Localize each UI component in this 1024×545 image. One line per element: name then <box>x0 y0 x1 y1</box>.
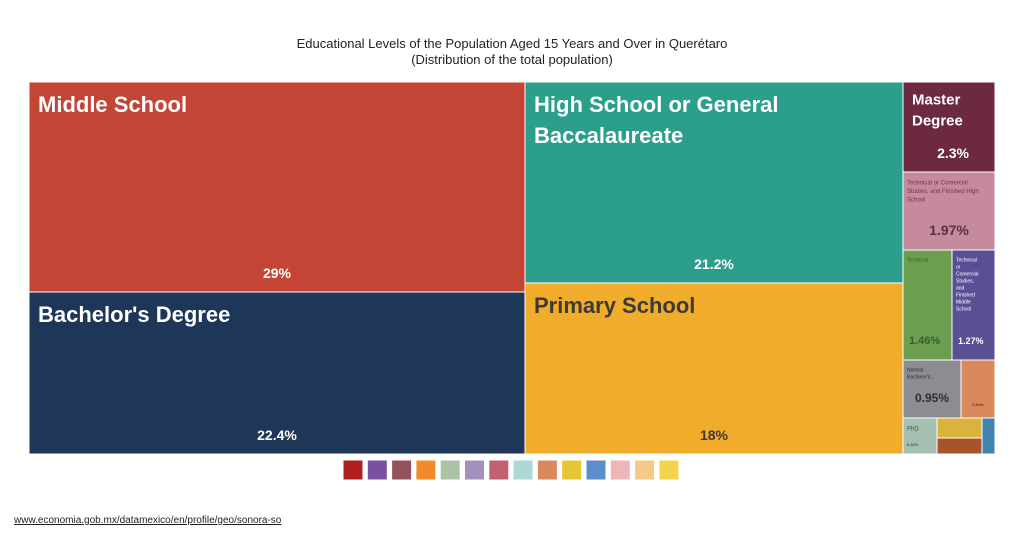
treemap-rect[interactable] <box>902 417 938 455</box>
legend-swatch[interactable] <box>561 459 583 481</box>
treemap-rect[interactable] <box>902 359 962 419</box>
treemap-cell[interactable]: Normal Bachelor's... 0.95% <box>902 359 962 419</box>
legend-swatch[interactable] <box>634 459 656 481</box>
treemap-label: Master Degree <box>912 92 963 130</box>
treemap-label: High School or General Baccalaureate <box>534 92 778 148</box>
legend-swatch[interactable] <box>658 459 680 481</box>
legend-swatch[interactable] <box>391 459 413 481</box>
legend-swatch[interactable] <box>366 459 388 481</box>
treemap-value: 22.4% <box>257 427 297 443</box>
treemap-value: 1.27% <box>958 336 984 346</box>
treemap-cell[interactable]: PhD 0.34% <box>902 417 938 455</box>
treemap-cell[interactable]: Bachelor's Degree 22.4% <box>28 291 526 455</box>
treemap-label: Bachelor's Degree <box>38 302 230 327</box>
treemap-rect[interactable] <box>902 249 953 361</box>
legend-swatch[interactable] <box>439 459 461 481</box>
legend-swatch[interactable] <box>609 459 631 481</box>
chart-subtitle: (Distribution of the total population) <box>411 52 613 67</box>
treemap-value: 0.95% <box>915 391 949 405</box>
treemap-label: Technical or Comercial Studies, and Finis… <box>907 181 979 204</box>
treemap-label: Primary School <box>534 293 695 318</box>
treemap-value: 1.46% <box>909 335 940 347</box>
legend-swatch[interactable] <box>536 459 558 481</box>
treemap-label: Technical <box>907 258 928 264</box>
legend-swatch[interactable] <box>512 459 534 481</box>
treemap-value: 0.5x% <box>972 402 984 407</box>
legend-swatch[interactable] <box>585 459 607 481</box>
treemap-value: 21.2% <box>694 256 734 272</box>
treemap-rect[interactable] <box>951 249 996 361</box>
treemap-label: Normal Bachelor's... <box>907 368 934 381</box>
treemap-rect[interactable] <box>981 417 996 455</box>
treemap-cell[interactable] <box>936 437 983 455</box>
treemap-value: 29% <box>263 265 292 281</box>
treemap-rect[interactable] <box>936 417 983 439</box>
legend-swatch[interactable] <box>415 459 437 481</box>
treemap-rect[interactable] <box>524 282 904 455</box>
treemap-label: Technical or Comercial Studies, and Finished M… <box>956 258 979 313</box>
treemap-cell[interactable] <box>936 417 983 439</box>
treemap-cell[interactable]: Technical or Comercial Studies, and Finished M… <box>951 249 996 361</box>
treemap-value: 18% <box>700 427 729 443</box>
treemap-label: PhD <box>907 427 919 433</box>
treemap-rect[interactable] <box>936 437 983 455</box>
treemap-cell[interactable]: 0.5x% <box>960 359 996 419</box>
treemap-cell[interactable]: Master Degree 2.3% <box>902 81 996 173</box>
treemap-cell[interactable]: Primary School 18% <box>524 282 904 455</box>
treemap-cell[interactable]: Technical 1.46% <box>902 249 953 361</box>
treemap-rect[interactable] <box>960 359 996 419</box>
treemap-label: Middle School <box>38 92 187 117</box>
treemap-cell[interactable] <box>981 417 996 455</box>
treemap-value: 0.34% <box>907 442 919 447</box>
treemap-value: 2.3% <box>937 145 969 161</box>
source-link[interactable]: www.economia.gob.mx/datamexico/en/profil… <box>14 515 282 526</box>
treemap-cell[interactable]: Middle School 29% <box>28 81 526 293</box>
treemap-cell[interactable]: Technical or Comercial Studies, and Finis… <box>902 171 996 251</box>
treemap-rect[interactable] <box>902 171 996 251</box>
treemap-rect[interactable] <box>902 81 996 173</box>
treemap-value: 1.97% <box>929 222 969 238</box>
legend-swatch[interactable] <box>488 459 510 481</box>
legend-swatch[interactable] <box>464 459 485 481</box>
treemap-rect[interactable] <box>524 81 904 284</box>
treemap-rect[interactable] <box>28 81 526 293</box>
chart-title: Educational Levels of the Population Age… <box>296 36 728 51</box>
treemap-cell[interactable]: High School or General Baccalaureate 21.2% <box>524 81 904 284</box>
legend-swatch[interactable] <box>342 459 364 481</box>
